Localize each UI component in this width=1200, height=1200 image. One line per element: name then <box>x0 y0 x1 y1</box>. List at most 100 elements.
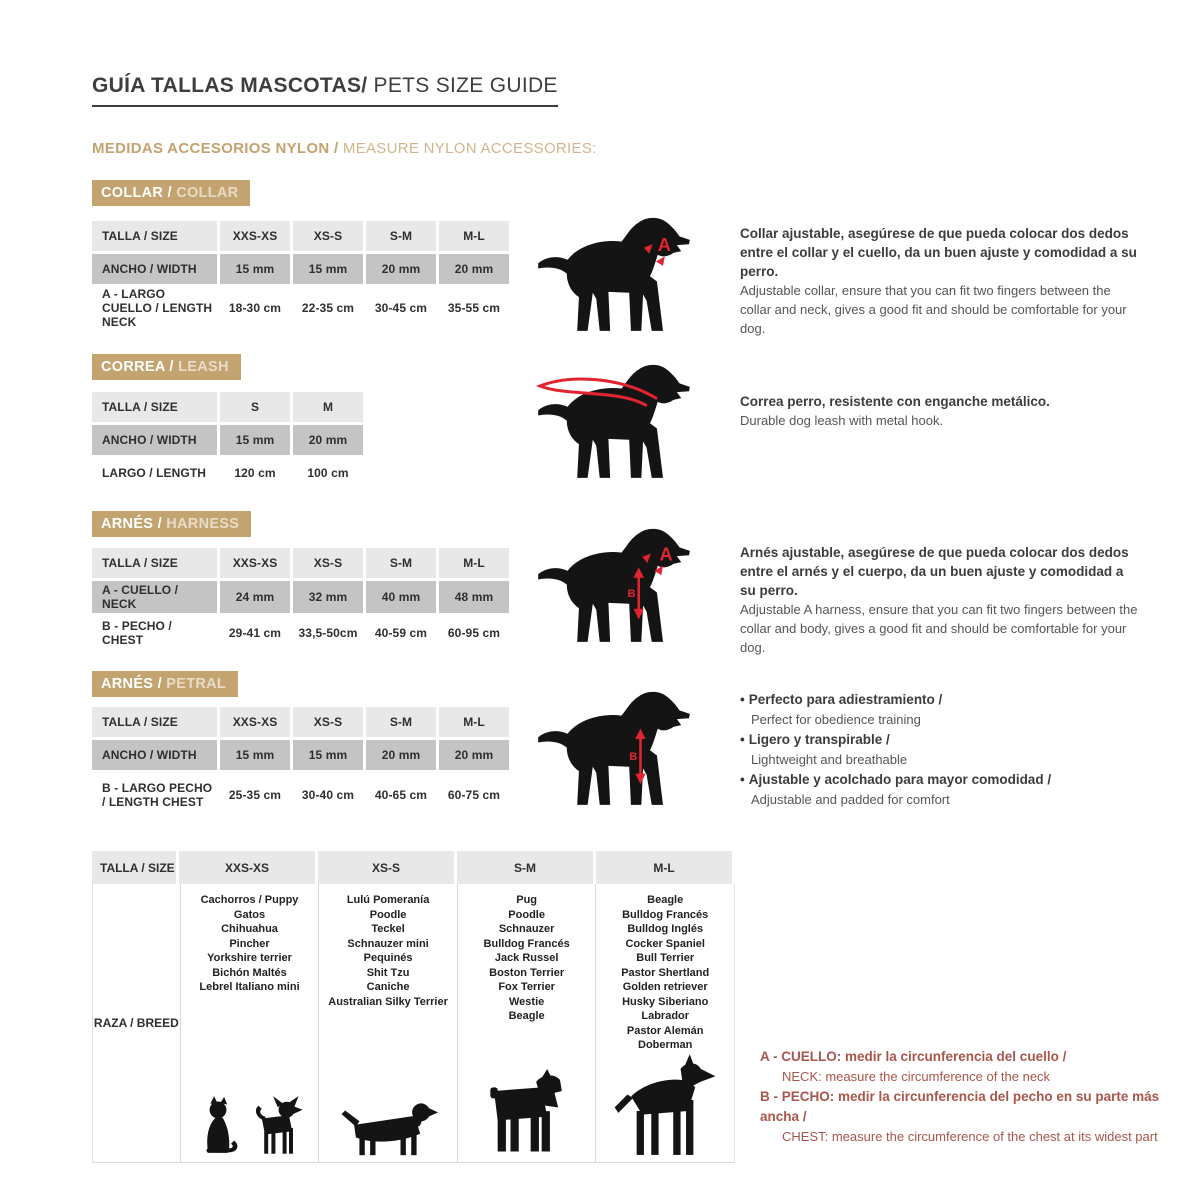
breed-animals-m-l <box>596 1054 734 1162</box>
petral-badge-en: PETRAL <box>161 676 227 692</box>
leash-header-s: S <box>220 392 290 422</box>
breed-item: Westie <box>509 995 545 1008</box>
leash-header-size: TALLA / SIZE <box>92 392 217 422</box>
dachshund-silhouette-icon <box>338 1098 438 1157</box>
breed-item: Golden retriever <box>622 981 708 993</box>
bullet-dot-icon: • <box>740 772 745 787</box>
harness-header-size: TALLA / SIZE <box>92 548 217 578</box>
petral-header-ml: M-L <box>439 707 509 737</box>
harness-arrow-down-icon <box>633 608 644 620</box>
collar-badge: COLLAR / COLLAR <box>92 180 251 206</box>
harness-header-sm: S-M <box>366 548 436 578</box>
petral-badge-es: ARNÉS / <box>101 676 162 692</box>
bullet-dot-icon: • <box>740 692 745 707</box>
breed-item: Australian Silky Terrier <box>328 995 448 1008</box>
leash-size-table: TALLA / SIZE S M ANCHO / WIDTH 15 mm 20 … <box>92 392 363 488</box>
breed-header-ml: M-L <box>596 851 732 884</box>
leash-desc-es: Correa perro, resistente con enganche me… <box>740 394 1050 409</box>
leash-length-value: 100 cm <box>293 458 363 488</box>
leash-badge: CORREA / LEASH <box>92 354 241 380</box>
breed-table-body: RAZA / BREED Cachorros / Puppy Gatos Chihu… <box>92 884 735 1163</box>
breed-item: Jack Russel <box>494 952 559 964</box>
breed-item: Pincher <box>229 937 270 950</box>
breed-item: Teckel <box>371 923 405 935</box>
breed-item: Boston Terrier <box>489 966 565 979</box>
harness-chest-value: 33,5-50cm <box>293 616 363 650</box>
breed-item: Caniche <box>366 981 410 993</box>
collar-desc-es: Collar ajustable, asegúrese de que pueda… <box>740 226 1137 279</box>
leash-badge-es: CORREA / <box>101 359 174 375</box>
harness-badge: ARNÉS / HARNESS <box>92 511 252 537</box>
breed-item: Cachorros / Puppy <box>200 894 299 906</box>
breed-item: Pastor Shertland <box>621 966 710 979</box>
petral-header-xxs: XXS-XS <box>220 707 290 737</box>
breed-animals-s-m <box>458 1069 596 1162</box>
petral-chest-label: B - LARGO PECHO / LENGTH CHEST <box>92 773 217 817</box>
subtitle-es: MEDIDAS ACCESORIOS NYLON / <box>92 140 339 157</box>
petral-width-value: 20 mm <box>439 740 509 770</box>
harness-description: Arnés ajustable, asegúrese de que pueda … <box>740 543 1138 657</box>
leash-badge-en: LEASH <box>173 359 229 375</box>
leash-width-value: 15 mm <box>220 425 290 455</box>
doberman-silhouette-icon <box>611 1054 719 1157</box>
petral-bullet-es: • Ligero y transpirable / <box>740 732 890 747</box>
collar-dog-illustration: A <box>533 213 715 343</box>
harness-neck-label: A - CUELLO / NECK <box>92 581 217 613</box>
harness-neck-value: 48 mm <box>439 581 509 613</box>
leash-width-label: ANCHO / WIDTH <box>92 425 217 455</box>
breed-item: Labrador <box>641 1010 690 1022</box>
petral-arrow-down-icon <box>635 773 646 785</box>
breed-header-xs: XS-S <box>318 851 454 884</box>
schnauzer-silhouette-icon <box>481 1069 573 1157</box>
collar-neck-label: A - LARGO CUELLO / LENGTH NECK <box>92 287 217 329</box>
petral-chest-value: 30-40 cm <box>293 773 363 817</box>
collar-size-table: TALLA / SIZE XXS-XS XS-S S-M M-L ANCHO /… <box>92 221 509 329</box>
breed-header-xxs: XXS-XS <box>179 851 315 884</box>
collar-neck-value: 22-35 cm <box>293 287 363 329</box>
leash-description: Correa perro, resistente con enganche me… <box>740 392 1138 430</box>
collar-header-ml: M-L <box>439 221 509 251</box>
bullet-dot-icon: • <box>740 732 745 747</box>
breed-item: Pastor Alemán <box>626 1024 704 1037</box>
harness-chest-value: 29-41 cm <box>220 616 290 650</box>
subtitle-en: MEASURE NYLON ACCESSORIES: <box>338 140 597 157</box>
harness-marker-b: B <box>627 588 635 600</box>
collar-arrow-icon <box>643 244 653 254</box>
breed-item: Bichón Maltés <box>212 966 287 979</box>
petral-bullet-en: Lightweight and breathable <box>751 752 908 767</box>
petral-header-sm: S-M <box>366 707 436 737</box>
section-subtitle: MEDIDAS ACCESORIOS NYLON / MEASURE NYLON… <box>92 140 597 157</box>
collar-neck-value: 30-45 cm <box>366 287 436 329</box>
harness-arrow-up-icon <box>633 567 644 578</box>
breed-list-xs-s: Lulú Pomeranía Poodle Teckel Schnauzer mini… <box>319 884 457 1009</box>
harness-dog-illustration: A B <box>533 524 715 654</box>
breed-cell-s-m: Pug Poodle Schnauzer Bulldog Francés Jack Ru… <box>456 884 596 1162</box>
breed-item: Pug <box>516 894 538 906</box>
breed-animals-xxs-xs <box>181 1095 319 1162</box>
leash-dog-illustration <box>535 360 715 490</box>
breed-item: Pequinés <box>363 952 413 964</box>
breed-item: Doberman <box>638 1039 693 1051</box>
chihuahua-silhouette-icon <box>249 1096 305 1157</box>
breed-animals-xs-s <box>319 1098 457 1162</box>
breed-item: Bulldog Francés <box>483 937 570 950</box>
cat-silhouette-icon <box>195 1095 241 1157</box>
collar-neck-value: 35-55 cm <box>439 287 509 329</box>
breed-item: Yorkshire terrier <box>207 952 292 964</box>
harness-marker-a: A <box>660 544 673 564</box>
harness-header-xxs: XXS-XS <box>220 548 290 578</box>
harness-badge-en: HARNESS <box>161 516 240 532</box>
petral-bullet-en: Perfect for obedience training <box>751 712 921 727</box>
breed-header-sm: S-M <box>457 851 593 884</box>
breed-list-m-l: Beagle Bulldog Francés Bulldog Inglés Cocke… <box>596 884 734 1053</box>
collar-width-label: ANCHO / WIDTH <box>92 254 217 284</box>
harness-size-table: TALLA / SIZE XXS-XS XS-S S-M M-L A - CUE… <box>92 548 509 650</box>
breed-item: Poodle <box>369 908 407 921</box>
collar-badge-en: COLLAR <box>171 185 239 201</box>
collar-header-xs: XS-S <box>293 221 363 251</box>
petral-bullet-en: Adjustable and padded for comfort <box>751 792 950 807</box>
petral-bullet-es: • Ajustable y acolchado para mayor comodi… <box>740 772 1052 787</box>
harness-neck-value: 40 mm <box>366 581 436 613</box>
breed-item: Lulú Pomeranía <box>346 894 430 906</box>
petral-chest-value: 25-35 cm <box>220 773 290 817</box>
